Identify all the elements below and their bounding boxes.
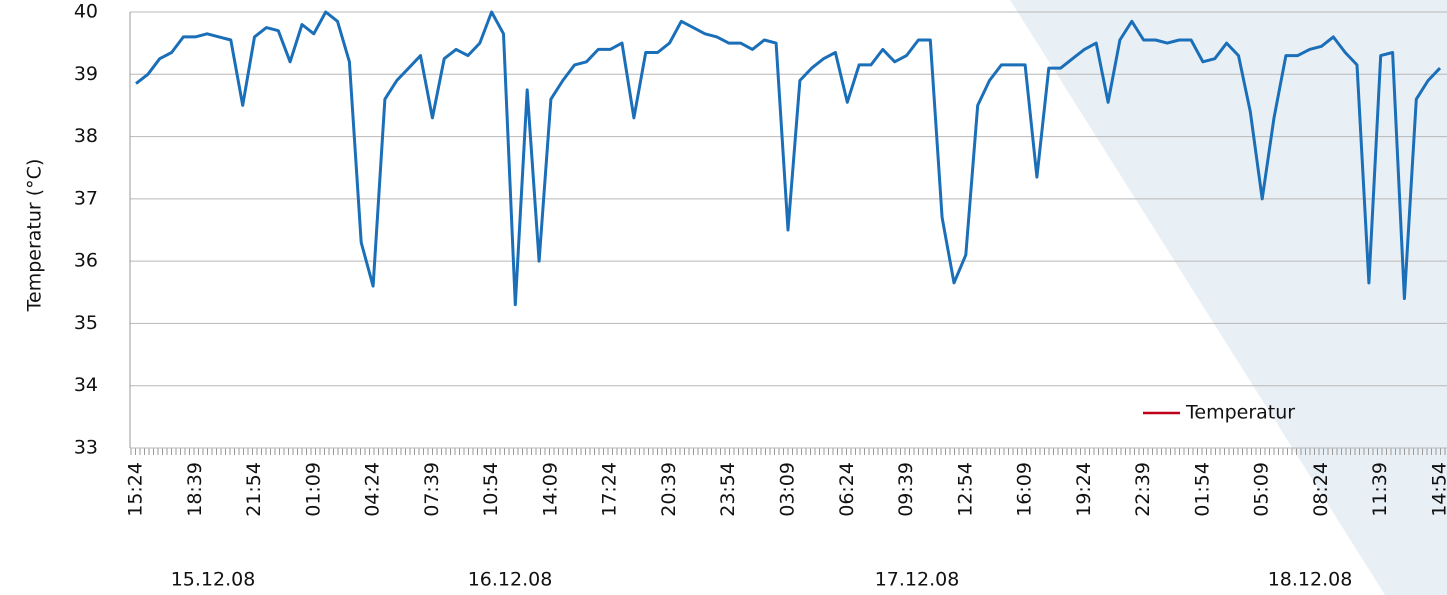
x-tick-label: 17:24 (599, 462, 621, 517)
y-tick-label: 40 (74, 1, 98, 23)
x-tick-label: 05:09 (1251, 462, 1273, 517)
background-shape (1010, 0, 1447, 595)
x-tick-label: 18:39 (184, 462, 206, 517)
x-tick-label: 04:24 (362, 462, 384, 517)
x-tick-label: 01:54 (1191, 462, 1213, 517)
x-tick-label: 22:39 (1132, 462, 1154, 517)
x-tick-label: 16:09 (1014, 462, 1036, 517)
x-tick-label: 03:09 (777, 462, 799, 517)
y-axis-label: Temperatur (°C) (24, 159, 46, 313)
minor-ticks (130, 448, 1447, 455)
date-label: 18.12.08 (1268, 569, 1353, 591)
x-tick-label: 20:39 (658, 462, 680, 517)
y-tick-label: 39 (74, 63, 98, 85)
y-tick-label: 37 (74, 187, 98, 209)
x-tick-label: 14:09 (539, 462, 561, 517)
x-tick-label: 19:24 (1073, 462, 1095, 517)
y-tick-label: 36 (74, 250, 98, 272)
data-line (135, 10, 1442, 307)
x-tick-label: 10:54 (480, 462, 502, 517)
date-label: 15.12.08 (171, 569, 256, 591)
date-label: 16.12.08 (468, 569, 553, 591)
y-tick-label: 38 (74, 125, 98, 147)
y-tick-label: 35 (74, 312, 98, 334)
x-tick-label: 06:24 (836, 462, 858, 517)
legend-label: Temperatur (1185, 402, 1295, 424)
x-tick-label: 12:54 (954, 462, 976, 517)
x-tick-label: 15:24 (125, 462, 147, 517)
x-tick-label: 01:09 (302, 462, 324, 517)
x-tick-label: 23:54 (717, 462, 739, 517)
y-tick-label: 33 (74, 437, 98, 459)
x-tick-label: 21:54 (243, 462, 265, 517)
x-tick-label: 07:39 (421, 462, 443, 517)
y-tick-label: 34 (74, 374, 98, 396)
x-tick-label: 11:39 (1369, 462, 1391, 517)
x-tick-label: 08:24 (1310, 462, 1332, 517)
x-tick-label: 14:54 (1429, 462, 1447, 517)
date-label: 17.12.08 (875, 569, 960, 591)
x-tick-label: 09:39 (895, 462, 917, 517)
